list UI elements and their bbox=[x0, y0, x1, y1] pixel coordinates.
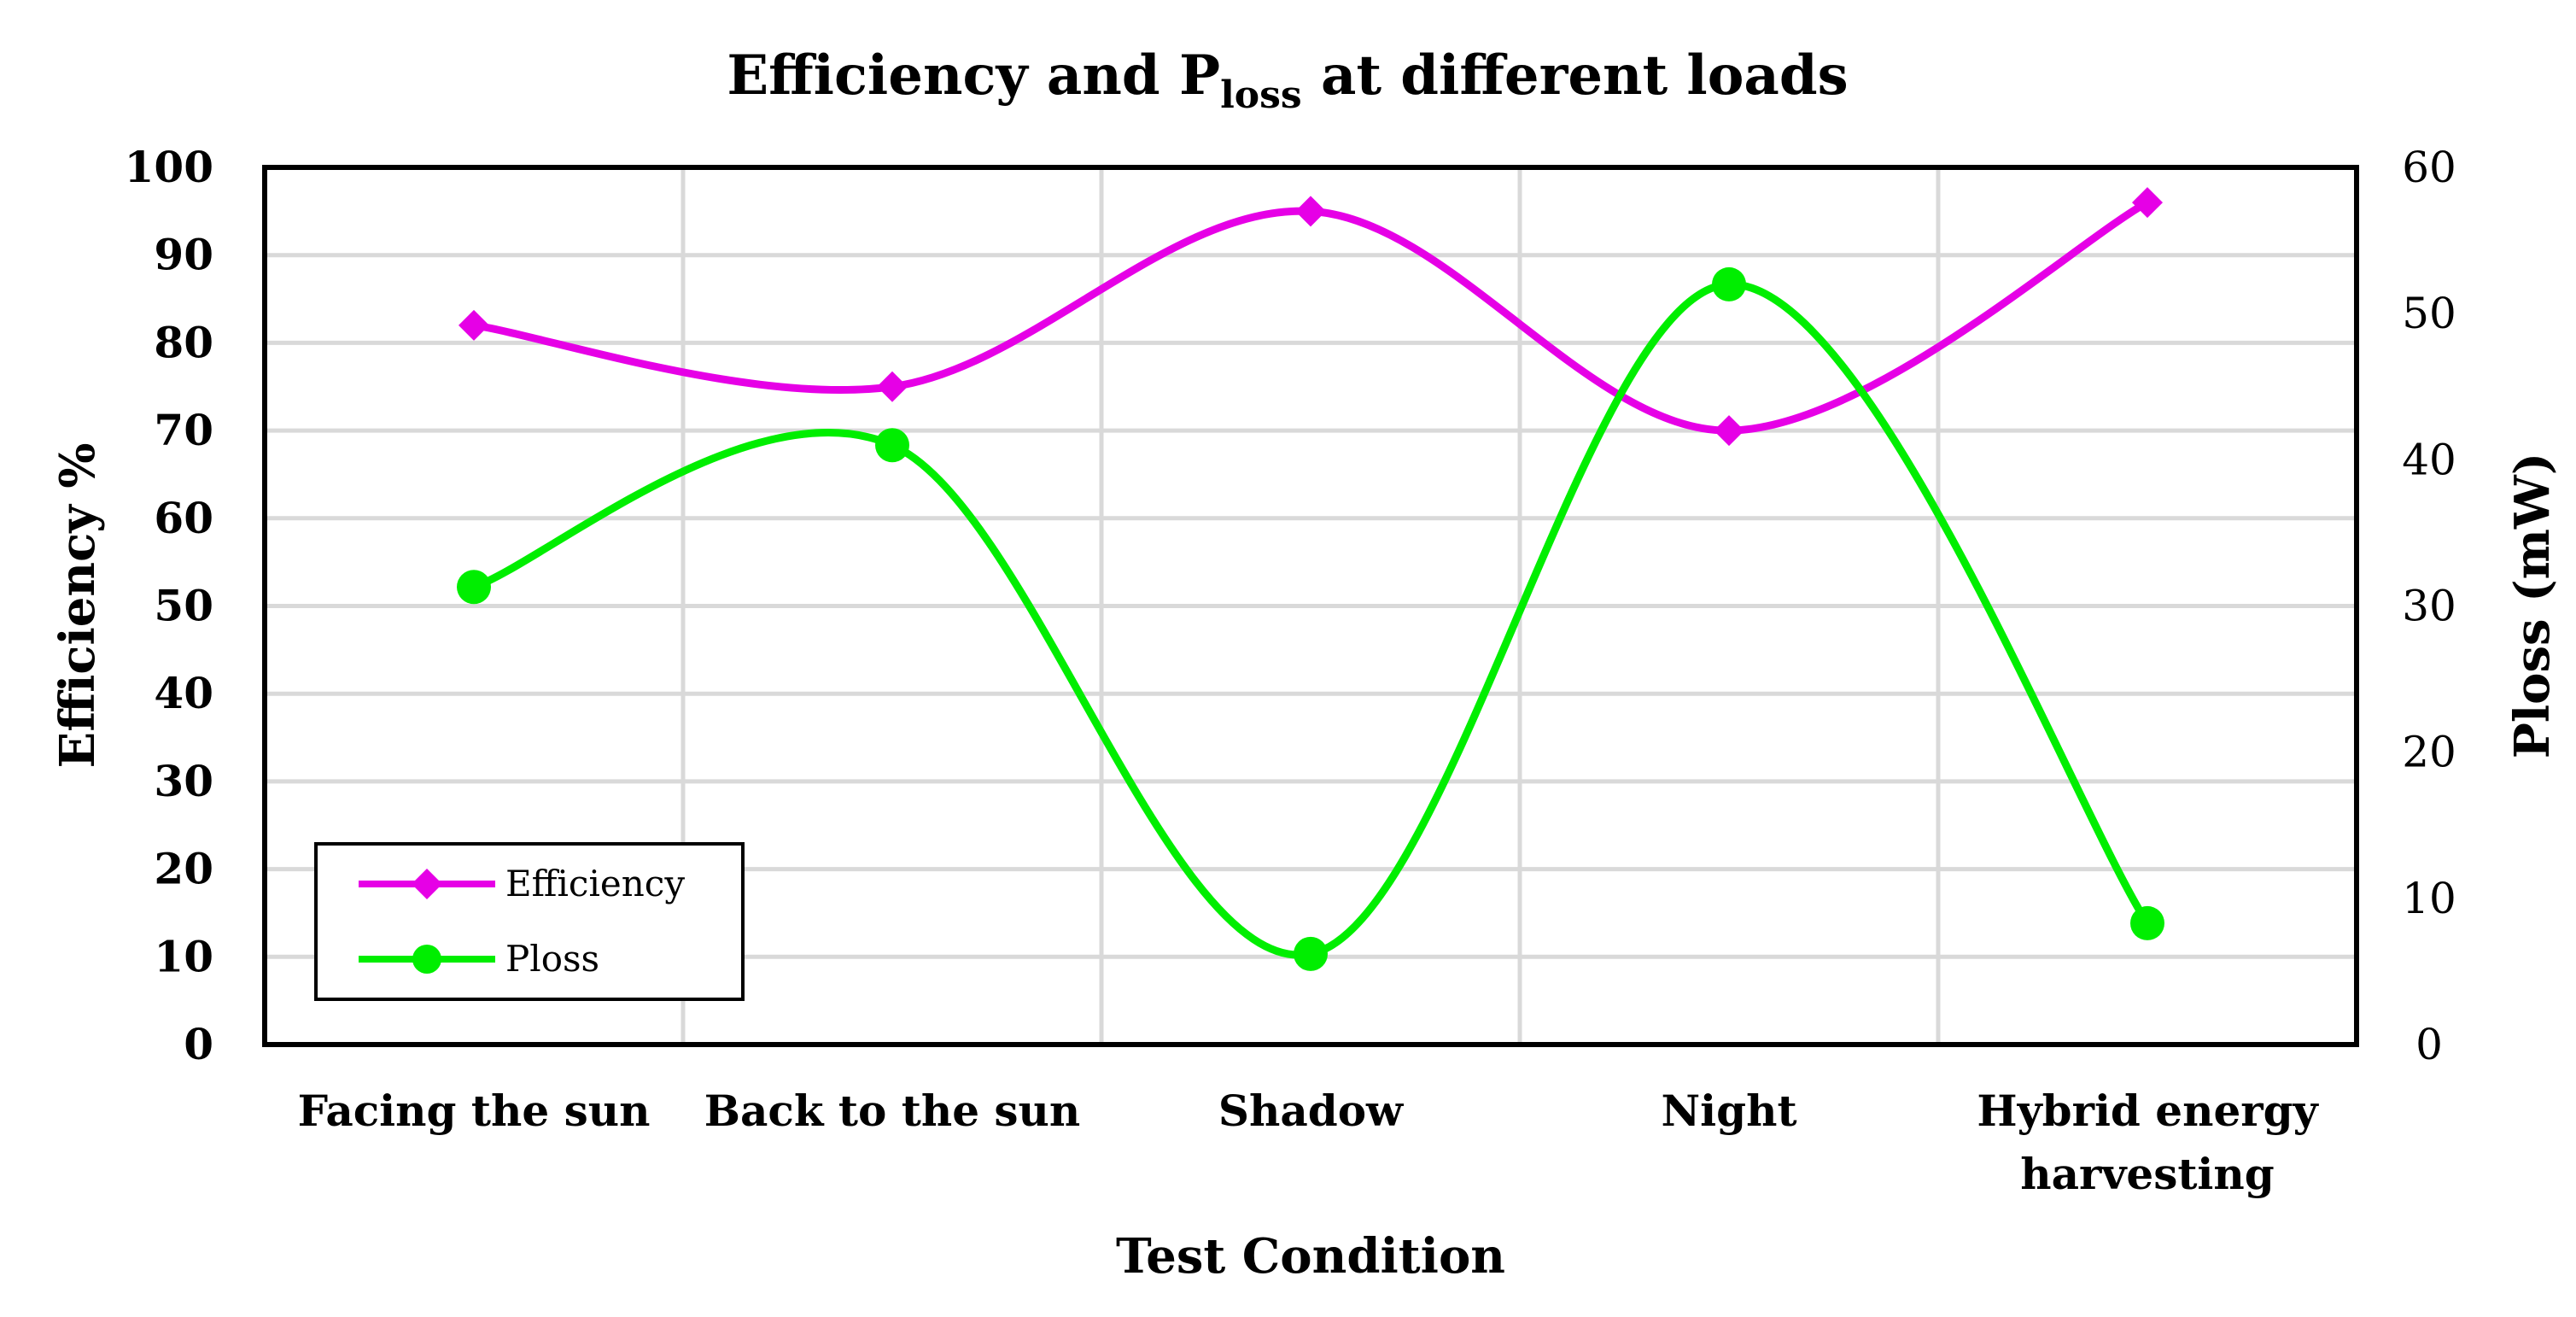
series-line-ploss bbox=[472, 280, 2151, 959]
data-point-efficiency bbox=[1714, 415, 1744, 447]
y-left-tick-label: 0 bbox=[184, 1019, 213, 1069]
y-right-tick-label: 60 bbox=[2402, 143, 2456, 192]
legend-efficiency-marker bbox=[412, 869, 442, 899]
data-point-ploss bbox=[1712, 266, 1746, 301]
x-tick-label: Shadow bbox=[1218, 1086, 1405, 1136]
data-point-efficiency bbox=[1295, 196, 1326, 227]
x-tick-label: Night bbox=[1661, 1086, 1796, 1136]
legend-ploss-label: Ploss bbox=[505, 938, 599, 980]
data-point-ploss bbox=[875, 428, 909, 463]
legend: Efficiency Ploss bbox=[314, 842, 745, 1001]
legend-box bbox=[314, 842, 745, 1001]
right-axis-ticks: 0 10 20 30 40 50 60 bbox=[2402, 143, 2456, 1069]
y-left-tick-label: 30 bbox=[154, 756, 213, 806]
data-point-ploss bbox=[2130, 905, 2164, 940]
y-left-tick-label: 90 bbox=[154, 230, 213, 280]
y-left-tick-label: 80 bbox=[154, 317, 213, 367]
y-right-tick-label: 30 bbox=[2402, 582, 2456, 631]
y-right-tick-label: 0 bbox=[2415, 1020, 2443, 1069]
data-point-efficiency bbox=[877, 371, 908, 402]
y-axis-right-title: Ploss (mW) bbox=[2504, 453, 2561, 758]
series-line-efficiency bbox=[473, 199, 2150, 435]
y-left-tick-label: 40 bbox=[154, 668, 213, 718]
chart-title: Efficiency and Ploss at different loads bbox=[727, 44, 1848, 117]
data-point-efficiency bbox=[2132, 187, 2163, 219]
x-axis-title: Test Condition bbox=[1116, 1228, 1505, 1285]
y-left-tick-label: 70 bbox=[154, 405, 213, 455]
data-point-ploss bbox=[1294, 936, 1328, 971]
data-point-ploss bbox=[457, 570, 491, 605]
x-tick-label: Facing the sun bbox=[298, 1086, 651, 1136]
y-left-tick-label: 60 bbox=[154, 493, 213, 543]
y-left-tick-label: 20 bbox=[154, 844, 213, 894]
x-tick-label: Hybrid energy bbox=[1977, 1086, 2319, 1136]
x-tick-label: Back to the sun bbox=[704, 1086, 1081, 1136]
y-left-tick-label: 10 bbox=[154, 931, 213, 981]
y-left-tick-label: 100 bbox=[125, 142, 213, 192]
legend-ploss-marker bbox=[412, 945, 441, 974]
y-right-tick-label: 10 bbox=[2402, 874, 2456, 923]
series-layer bbox=[457, 187, 2164, 971]
plot-frame bbox=[262, 165, 2359, 1047]
legend-efficiency-label: Efficiency bbox=[505, 863, 685, 904]
y-right-tick-label: 20 bbox=[2402, 728, 2456, 777]
y-right-tick-label: 50 bbox=[2402, 289, 2456, 338]
y-axis-left-title: Efficiency % bbox=[50, 443, 106, 769]
y-left-tick-label: 50 bbox=[154, 581, 213, 631]
x-tick-label: harvesting bbox=[2020, 1149, 2275, 1199]
data-point-efficiency bbox=[459, 309, 489, 341]
left-axis-ticks: 0 10 20 30 40 50 60 70 80 90 100 bbox=[125, 142, 213, 1069]
y-right-tick-label: 40 bbox=[2402, 435, 2456, 484]
gridlines bbox=[265, 167, 2357, 1045]
x-axis-ticks: Facing the sun Back to the sun Shadow Night… bbox=[298, 1086, 2320, 1199]
